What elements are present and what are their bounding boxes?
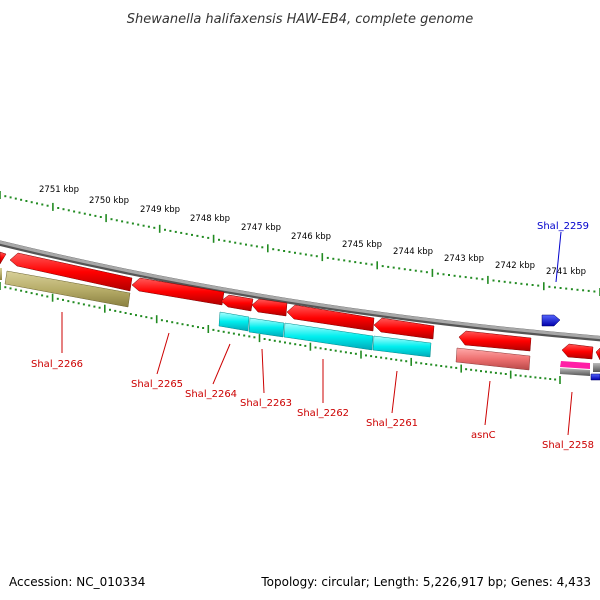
gene-label[interactable]: Shal_2265 [131,379,183,390]
gene-feature[interactable] [131,277,225,306]
label-leaders [61,231,573,436]
other-feature[interactable] [593,363,600,372]
gene-label[interactable]: Shal_2259 [537,221,589,232]
accession-text: Accession: NC_010334 [9,575,145,589]
tick-label: 2745 kbp [342,240,382,250]
gene-label[interactable]: Shal_2263 [240,398,292,409]
tick-label: 2741 kbp [546,267,586,277]
pseudo-feature[interactable] [455,347,531,371]
gene-feature[interactable] [0,251,7,265]
gene-feature[interactable] [9,252,133,292]
tick-label: 2751 kbp [39,185,79,195]
map-title: Shewanella halifaxensis HAW-EB4, complet… [127,12,473,27]
gene-feature[interactable] [595,347,600,361]
rna-feature[interactable] [0,268,2,280]
tick-label: 2748 kbp [190,214,230,224]
gene-label[interactable]: Shal_2264 [185,389,237,400]
gene-feature[interactable] [251,298,288,317]
forward-features [0,251,600,361]
gene-feature[interactable] [373,317,435,340]
rna-feature[interactable] [372,335,432,358]
reverse-features [541,314,600,381]
rna-feature[interactable] [248,317,285,338]
gene-feature[interactable] [590,373,600,381]
gene-label[interactable]: Shal_2266 [31,359,83,370]
other-feature[interactable] [560,361,590,369]
gene-label[interactable]: Shal_2261 [366,418,418,429]
gene-feature[interactable] [561,343,594,360]
gene-feature[interactable] [286,304,375,332]
tick-label: 2746 kbp [291,232,331,242]
gene-feature[interactable] [458,330,532,352]
rna-feature[interactable] [218,311,250,332]
gene-label[interactable]: asnC [471,430,496,441]
tick-label: 2744 kbp [393,247,433,257]
tick-label: 2747 kbp [241,223,281,233]
gene-labels: Shal_2266 Shal_2265 Shal_2264 Shal_2263 … [31,221,594,451]
inner-tick-ring [0,282,561,384]
rna-feature[interactable] [4,270,131,308]
gene-feature[interactable] [220,294,254,312]
outer-tick-ring [0,191,600,296]
gene-label[interactable]: Shal_2262 [297,408,349,419]
tick-label: 2749 kbp [140,205,180,215]
gene-label[interactable]: Shal_2258 [542,440,594,451]
tick-label: 2742 kbp [495,261,535,271]
tick-label: 2743 kbp [444,254,484,264]
inner-features [0,268,600,376]
gene-feature[interactable] [541,314,561,327]
backbone [0,240,600,342]
rna-feature[interactable] [283,322,374,351]
tick-label: 2750 kbp [89,196,129,206]
other-feature[interactable] [560,368,590,376]
genome-summary-text: Topology: circular; Length: 5,226,917 bp… [260,575,591,589]
tick-labels: 2751 kbp 2750 kbp 2749 kbp 2748 kbp 2747… [39,185,586,277]
